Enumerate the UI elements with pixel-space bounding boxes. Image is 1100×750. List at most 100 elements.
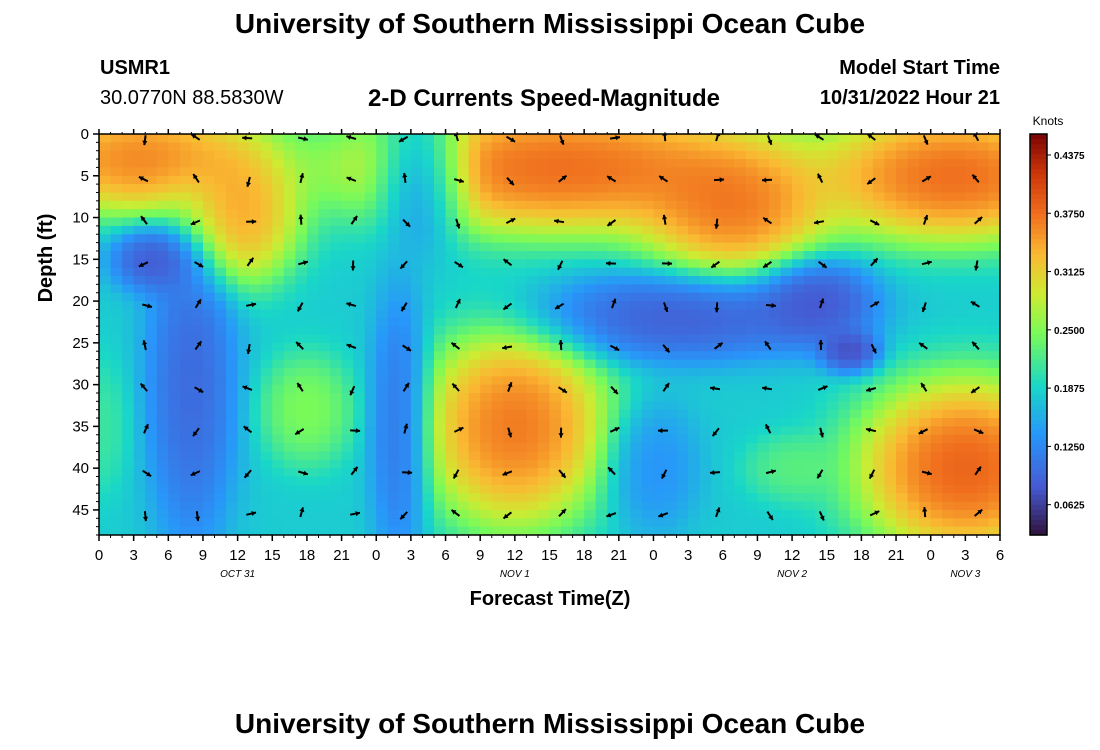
- heat-cell: [815, 200, 828, 210]
- current-arrow: [297, 136, 309, 142]
- heat-cell: [549, 159, 562, 169]
- heat-cell: [942, 225, 955, 235]
- heat-cell: [526, 301, 539, 311]
- heat-cell: [526, 476, 539, 486]
- heat-cell: [237, 443, 250, 453]
- heat-cell: [630, 367, 643, 377]
- heat-cell: [618, 468, 631, 478]
- heat-cell: [630, 393, 643, 402]
- heat-cell: [861, 509, 874, 519]
- heat-cell: [295, 459, 308, 469]
- heat-cell: [630, 134, 643, 143]
- heat-cell: [445, 501, 458, 511]
- heat-cell: [745, 334, 759, 344]
- heat-cell: [445, 418, 458, 427]
- heat-cell: [318, 451, 331, 461]
- current-arrow: [298, 260, 309, 266]
- heat-cell: [711, 292, 724, 302]
- heat-cell: [179, 459, 193, 469]
- heat-cell: [722, 451, 735, 461]
- heat-cell: [930, 493, 943, 503]
- heat-cell: [191, 451, 204, 461]
- heat-cell: [330, 476, 343, 486]
- heat-cell: [896, 501, 909, 511]
- heat-cell: [676, 225, 689, 235]
- heat-cell: [272, 342, 285, 352]
- heat-cell: [988, 167, 1000, 177]
- heat-cell: [306, 334, 320, 344]
- heat-cell: [283, 284, 296, 294]
- heat-cell: [734, 326, 747, 336]
- heat-cell: [249, 292, 262, 302]
- heat-cell: [318, 468, 331, 478]
- heat-cell: [665, 284, 678, 294]
- heat-cell: [665, 493, 678, 503]
- heat-cell: [491, 443, 504, 453]
- heat-cell: [445, 301, 458, 311]
- heat-cell: [341, 468, 354, 478]
- heat-cell: [930, 384, 943, 394]
- heat-cell: [537, 426, 551, 436]
- heat-cell: [757, 501, 770, 511]
- current-arrow: [973, 508, 983, 517]
- heat-cell: [237, 501, 250, 511]
- current-arrow: [663, 302, 669, 313]
- heat-cell: [872, 493, 886, 503]
- heat-cell: [387, 484, 400, 494]
- heat-cell: [306, 526, 320, 535]
- station-id: USMR1: [100, 57, 171, 79]
- current-arrow: [399, 260, 408, 270]
- heat-cell: [953, 234, 966, 244]
- x-tick-label: 0: [649, 547, 657, 564]
- heat-cell: [942, 150, 955, 160]
- heat-cell: [803, 418, 816, 427]
- current-arrow: [922, 214, 929, 225]
- current-arrow: [143, 423, 149, 434]
- heat-cell: [688, 217, 701, 227]
- heat-cell: [653, 301, 666, 311]
- heat-cell: [699, 175, 712, 185]
- heat-cell: [676, 326, 689, 336]
- heat-cell: [330, 225, 343, 235]
- heat-cell: [364, 484, 377, 494]
- heat-cell: [168, 493, 181, 503]
- heat-cell: [653, 184, 666, 194]
- heat-cell: [214, 326, 227, 336]
- heat-cell: [919, 401, 932, 411]
- heat-cell: [133, 217, 146, 227]
- heat-cell: [688, 409, 701, 419]
- heat-cell: [376, 359, 389, 369]
- heat-cell: [745, 351, 759, 361]
- heat-cell: [722, 376, 735, 386]
- heat-cell: [434, 384, 447, 394]
- heat-cell: [919, 242, 932, 252]
- heat-cell: [341, 200, 354, 210]
- heat-cell: [122, 276, 135, 285]
- heat-cell: [179, 401, 193, 411]
- heat-cell: [942, 276, 955, 285]
- heat-cell: [803, 426, 816, 436]
- heat-cell: [930, 518, 943, 528]
- heat-cell: [838, 284, 851, 294]
- heat-cell: [191, 284, 204, 294]
- heat-cell: [295, 418, 308, 427]
- heat-cell: [769, 134, 782, 143]
- heat-cell: [491, 167, 504, 177]
- heat-cell: [595, 426, 608, 436]
- heat-cell: [896, 509, 909, 519]
- heat-cell: [815, 284, 828, 294]
- heat-cell: [745, 518, 759, 528]
- heat-cell: [145, 418, 158, 427]
- heat-cell: [896, 234, 909, 244]
- heat-cell: [226, 342, 239, 352]
- heat-cell: [919, 284, 932, 294]
- heat-cell: [237, 217, 250, 227]
- heat-cell: [780, 267, 793, 277]
- heat-cell: [884, 359, 897, 369]
- heat-cell: [572, 376, 585, 386]
- current-arrow: [713, 177, 725, 183]
- heat-cell: [965, 184, 978, 194]
- heat-cell: [491, 376, 504, 386]
- heat-cell: [757, 376, 770, 386]
